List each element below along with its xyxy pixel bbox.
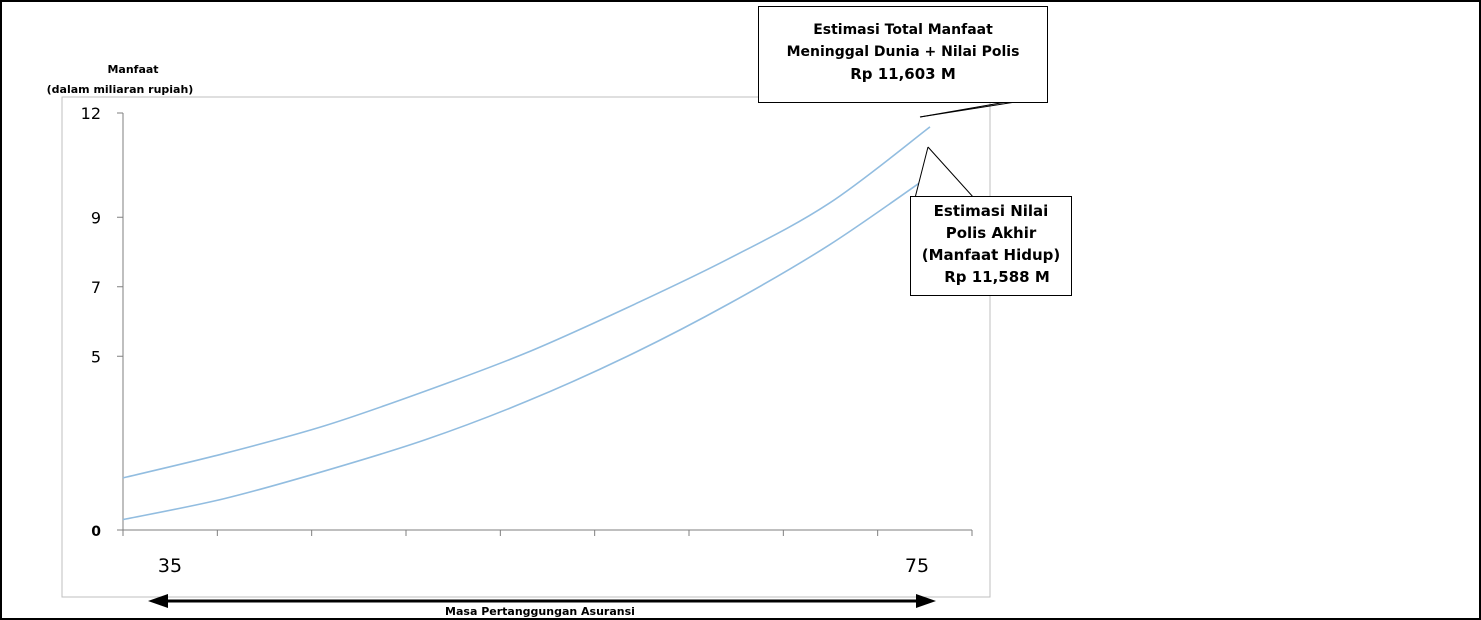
y-tick-label: 7: [91, 278, 101, 297]
callout-total-benefit: Estimasi Total Manfaat Meninggal Dunia +…: [758, 6, 1048, 103]
callout-leader-total-b: [919, 100, 1013, 118]
callout-total-line2: Meninggal Dunia + Nilai Polis: [786, 44, 1020, 60]
callout-policy-value: Estimasi Nilai Polis Akhir (Manfaat Hidu…: [910, 196, 1072, 296]
y-tick-label: 9: [91, 208, 101, 227]
x-axis-title: Masa Pertanggungan Asuransi: [445, 605, 635, 618]
callout-hidup-line3: (Manfaat Hidup): [921, 246, 1061, 264]
x-tick-label: 75: [905, 555, 929, 577]
x-tick-label: 35: [158, 555, 182, 577]
y-tick-label: 5: [91, 347, 101, 366]
y-tick-label: 12: [81, 104, 101, 123]
callout-total-line1: Estimasi Total Manfaat: [813, 22, 993, 38]
callout-hidup-line2: Polis Akhir: [945, 224, 1037, 242]
series-layer: [122, 126, 931, 521]
y-tick-label: 0: [91, 524, 101, 540]
x-range-arrow: [148, 594, 936, 608]
callout-hidup-line1: Estimasi Nilai: [933, 202, 1049, 220]
plot-area-border: [61, 96, 991, 598]
callout-hidup-value: Rp 11,588 M: [944, 268, 1050, 286]
series-line-total-benefit: [122, 126, 931, 479]
axes: 0 5 7 9 12 35 75: [81, 104, 973, 577]
y-axis-title: Manfaat: [107, 63, 158, 76]
y-axis-subtitle: (dalam miliaran rupiah): [47, 83, 194, 96]
callout-total-value: Rp 11,603 M: [850, 65, 956, 83]
series-line-policy-value: [122, 174, 931, 521]
